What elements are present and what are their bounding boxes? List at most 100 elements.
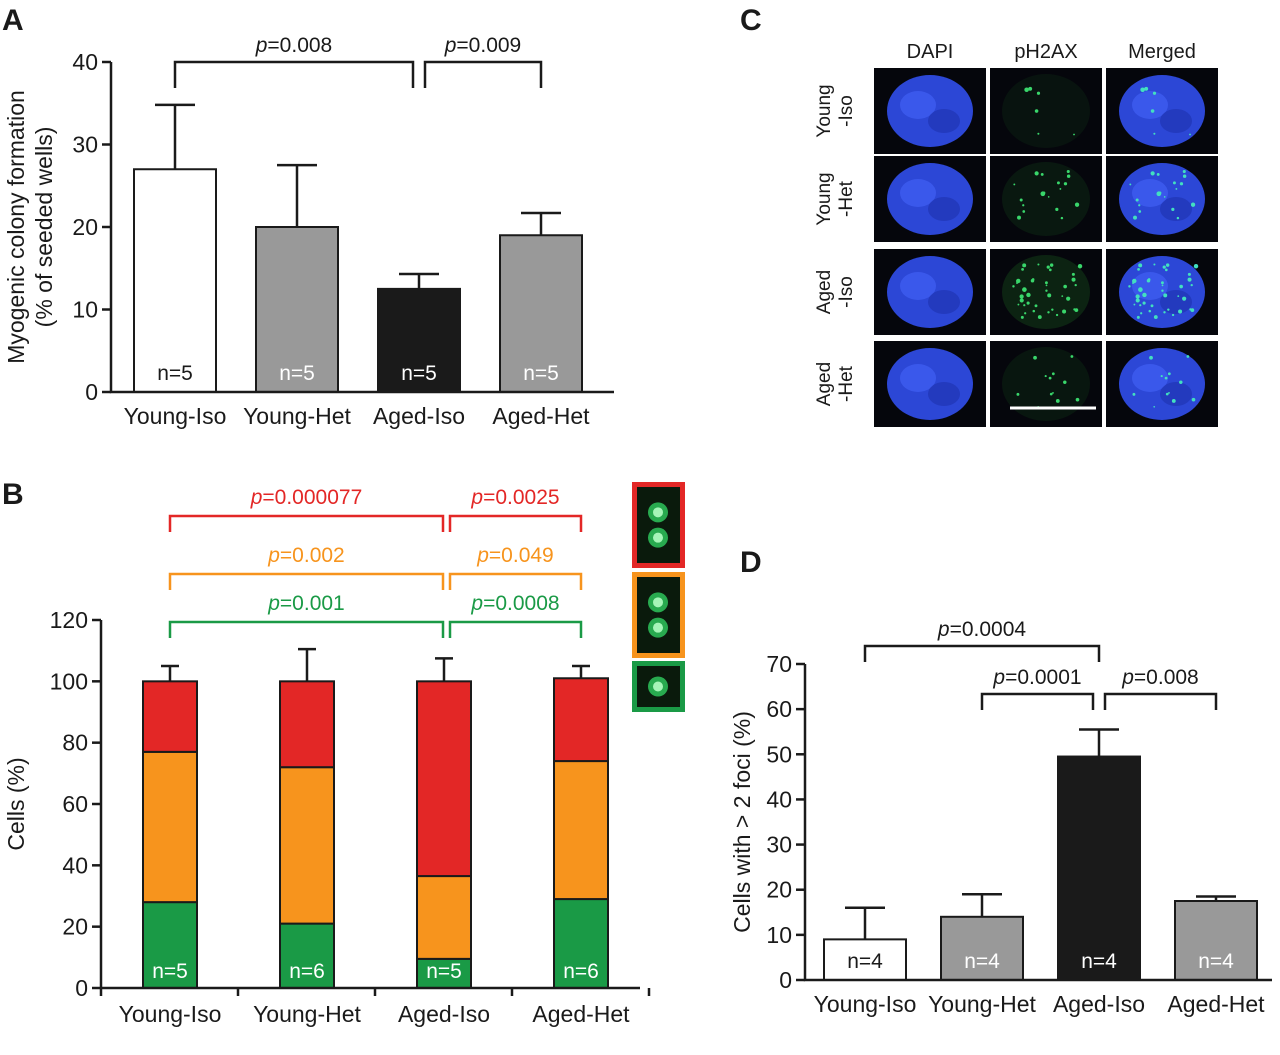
y-tick-label: 40 <box>62 852 88 878</box>
focus-spot <box>1175 187 1178 190</box>
focus-spot <box>1191 397 1196 402</box>
focus-spot <box>1161 289 1164 292</box>
focus-spot <box>1161 284 1164 287</box>
nucleus-texture <box>928 290 960 314</box>
y-axis-label-2: (% of seeded wells) <box>31 127 57 328</box>
focus-spot <box>1017 303 1020 306</box>
n-label: n=5 <box>157 362 193 385</box>
panel-letter-d: D <box>740 546 762 579</box>
row-label-line-1: Aged <box>814 270 835 314</box>
y-tick-label: 40 <box>72 49 98 75</box>
focus-spot <box>1066 174 1071 178</box>
nucleus-texture <box>1132 272 1168 300</box>
n-label: n=6 <box>563 960 599 983</box>
focus-spot <box>1189 133 1191 136</box>
focus-spot <box>1136 315 1140 319</box>
focus-spot <box>1186 355 1190 358</box>
focus-spot <box>1071 277 1076 282</box>
focus-spot <box>1063 380 1067 384</box>
focus-spot <box>1178 309 1183 314</box>
focus-spot <box>1171 207 1175 212</box>
nucleus-texture <box>900 364 936 392</box>
focus-spot <box>1171 313 1175 317</box>
focus-spot <box>1024 312 1027 315</box>
focus-spot <box>1022 210 1026 213</box>
error-bar <box>521 211 561 236</box>
nucleus-texture <box>1132 364 1168 392</box>
row-label-line-1: Young <box>814 84 835 137</box>
column-header: DAPI <box>907 41 954 63</box>
focus-spot <box>1036 91 1041 95</box>
focus-spot <box>1138 210 1142 213</box>
category-label: Aged-Het <box>1167 991 1265 1017</box>
focus-spot <box>1034 304 1038 308</box>
focus-spot <box>1129 183 1132 186</box>
y-tick-label: 10 <box>766 922 792 948</box>
axis-lines <box>803 664 1272 982</box>
error-bar <box>155 103 195 170</box>
focus-spot <box>1077 264 1083 269</box>
focus-spot <box>1179 182 1184 186</box>
focus-spot <box>1034 171 1039 176</box>
nucleus-texture <box>1132 179 1168 207</box>
focus-spot <box>1052 392 1054 394</box>
focus-spot <box>1051 372 1055 376</box>
significance-bracket <box>423 60 543 88</box>
focus-spot <box>1045 289 1048 292</box>
bar <box>133 168 217 393</box>
focus-spot <box>1150 171 1155 176</box>
stack-segment <box>416 680 472 878</box>
p-symbol: p <box>267 592 280 615</box>
focus-spot <box>1138 287 1143 292</box>
focus-spot <box>1144 86 1149 91</box>
focus-spot <box>1062 309 1067 314</box>
focus-spot <box>1158 191 1162 195</box>
n-label: n=5 <box>152 960 188 983</box>
focus-spot <box>1135 298 1140 303</box>
focus-spot <box>1177 295 1180 297</box>
focus-spot <box>1024 87 1029 93</box>
focus-spot <box>1048 268 1052 272</box>
focus-spot <box>1063 182 1068 186</box>
focus-spot <box>1030 278 1035 283</box>
focus-spot <box>1044 375 1047 378</box>
focus-spot <box>1020 315 1024 319</box>
focus-spot <box>1049 263 1054 267</box>
focus-spot <box>1164 376 1168 380</box>
error-bar <box>277 163 317 227</box>
focus-spot <box>1070 355 1074 358</box>
focus-spot <box>1034 109 1039 113</box>
focus-spot <box>1150 109 1155 113</box>
focus-spot <box>1165 263 1170 267</box>
p-symbol: p <box>992 666 1005 689</box>
p-value-label: p=0.001 <box>267 592 345 615</box>
stack-segment <box>279 766 335 925</box>
p-value-label: p=0.0001 <box>992 666 1081 689</box>
nucleus-texture <box>900 272 936 300</box>
focus-spot <box>1049 392 1053 396</box>
focus-spot <box>1040 172 1044 176</box>
focus-spot <box>1142 301 1146 305</box>
focus-spot <box>1019 294 1024 299</box>
chart-d-foci-percent: 0 10 20 30 40 50 60 70 n=4 Young-Iso n=4 Young-Het n… <box>729 618 1272 1017</box>
focus-spot <box>1152 91 1157 95</box>
y-axis-label: Cells (%) <box>3 757 29 850</box>
focus-spot <box>1163 196 1166 198</box>
n-label: n=5 <box>523 362 559 385</box>
focus-spot <box>1167 372 1171 376</box>
focus-spot <box>1016 392 1020 396</box>
focus-spot <box>1075 397 1080 402</box>
legend-swatch-inner <box>637 487 680 563</box>
category-label: Aged-Het <box>532 1001 630 1027</box>
micrograph-grid: DAPI pH2AX MergedYoung-IsoYoung-HetAged-Is… <box>814 41 1221 428</box>
p-value: =0.008 <box>267 34 332 57</box>
y-tick-label: 100 <box>50 668 88 694</box>
focus-spot <box>1013 183 1016 186</box>
nucleus-texture <box>1132 91 1168 119</box>
p-value: =0.0001 <box>1005 666 1082 689</box>
legend-focus-core <box>653 597 663 608</box>
n-label: n=5 <box>426 960 462 983</box>
focus-spot <box>1163 311 1166 314</box>
y-tick-label: 40 <box>766 786 792 812</box>
